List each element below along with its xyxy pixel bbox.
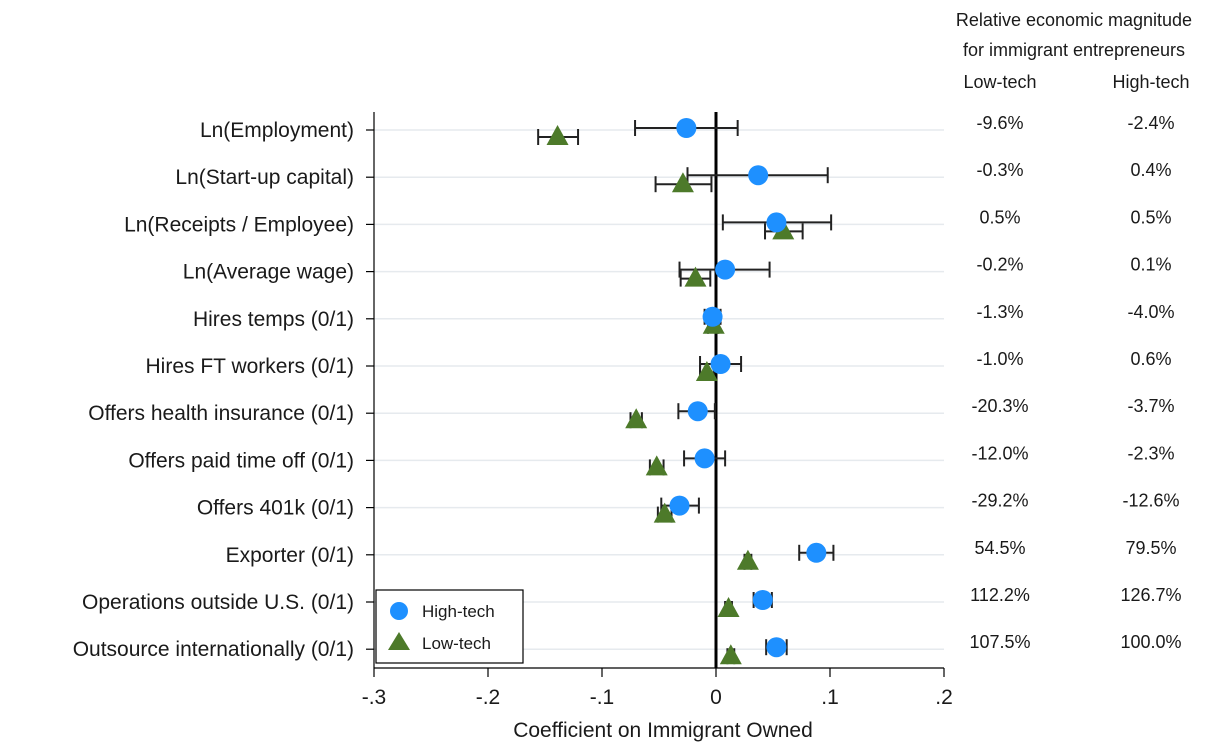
x-axis-title: Coefficient on Immigrant Owned bbox=[513, 719, 813, 742]
category-label: Offers paid time off (0/1) bbox=[128, 449, 354, 472]
low-tech-point bbox=[546, 125, 569, 145]
legend: High-tech Low-tech bbox=[375, 589, 524, 664]
category-label: Operations outside U.S. (0/1) bbox=[82, 591, 354, 614]
high-tech-point bbox=[766, 212, 787, 233]
x-tick-label: 0 bbox=[710, 686, 722, 709]
legend-high-tech-marker bbox=[390, 602, 408, 620]
high-tech-point bbox=[752, 590, 773, 610]
magnitude-low-tech-value: 107.5% bbox=[969, 632, 1030, 652]
low-tech-point bbox=[736, 549, 759, 570]
magnitude-table: Relative economic magnitude for immigran… bbox=[956, 10, 1192, 652]
magnitude-high-tech-value: -3.7% bbox=[1127, 396, 1174, 416]
x-tick-label: -.1 bbox=[590, 686, 615, 709]
category-label: Exporter (0/1) bbox=[226, 544, 354, 567]
low-tech-point bbox=[653, 502, 676, 523]
magnitude-low-tech-value: -0.3% bbox=[976, 160, 1023, 180]
magnitude-low-tech-value: -9.6% bbox=[976, 113, 1023, 133]
category-label: Hires temps (0/1) bbox=[193, 308, 354, 331]
high-tech-point bbox=[694, 448, 715, 469]
magnitude-high-tech-value: 79.5% bbox=[1125, 538, 1176, 558]
x-tick-label: -.2 bbox=[476, 686, 501, 709]
low-tech-point bbox=[717, 597, 740, 617]
magnitude-high-tech-value: 126.7% bbox=[1120, 585, 1181, 605]
magnitude-col-high-tech: High-tech bbox=[1112, 72, 1189, 92]
magnitude-high-tech-value: 100.0% bbox=[1120, 632, 1181, 652]
magnitude-low-tech-value: 54.5% bbox=[974, 538, 1025, 558]
legend-low-tech-label: Low-tech bbox=[422, 634, 491, 653]
category-label: Offers health insurance (0/1) bbox=[88, 402, 354, 425]
x-tick-label: .1 bbox=[821, 686, 839, 709]
x-tick-labels: -.3 -.2 -.1 0 .1 .2 bbox=[362, 686, 953, 709]
low-tech-point bbox=[719, 644, 742, 665]
category-label: Ln(Start-up capital) bbox=[175, 166, 354, 189]
magnitude-high-tech-value: 0.1% bbox=[1130, 255, 1171, 275]
magnitude-high-tech-value: -2.4% bbox=[1127, 113, 1174, 133]
high-tech-point bbox=[669, 495, 690, 516]
high-tech-point bbox=[710, 354, 731, 374]
data-markers bbox=[546, 118, 827, 665]
legend-high-tech-label: High-tech bbox=[422, 602, 495, 621]
high-tech-point bbox=[748, 165, 769, 186]
magnitude-low-tech-value: -12.0% bbox=[971, 443, 1028, 463]
category-labels: Ln(Employment) Ln(Start-up capital) Ln(Rec… bbox=[73, 119, 354, 661]
magnitude-low-tech-value: -1.3% bbox=[976, 302, 1023, 322]
category-label: Offers 401k (0/1) bbox=[197, 497, 354, 520]
low-tech-point bbox=[645, 455, 668, 476]
x-tick-label: -.3 bbox=[362, 686, 387, 709]
low-tech-point bbox=[625, 408, 648, 429]
high-tech-point bbox=[687, 401, 708, 422]
magnitude-col-low-tech: Low-tech bbox=[963, 72, 1036, 92]
magnitude-low-tech-value: -0.2% bbox=[976, 255, 1023, 275]
axes bbox=[366, 112, 945, 677]
legend-low-tech-marker bbox=[388, 632, 410, 650]
category-label: Ln(Employment) bbox=[200, 119, 354, 142]
magnitude-low-tech-value: 0.5% bbox=[979, 207, 1020, 227]
magnitude-title-line2: for immigrant entrepreneurs bbox=[963, 40, 1185, 60]
magnitude-high-tech-value: -12.6% bbox=[1122, 491, 1179, 511]
magnitude-high-tech-value: -4.0% bbox=[1127, 302, 1174, 322]
high-tech-point bbox=[715, 259, 736, 280]
error-bars bbox=[537, 120, 835, 665]
category-label: Ln(Receipts / Employee) bbox=[124, 213, 354, 236]
category-label: Ln(Average wage) bbox=[183, 261, 354, 284]
x-tick-label: .2 bbox=[935, 686, 953, 709]
magnitude-high-tech-value: 0.4% bbox=[1130, 160, 1171, 180]
high-tech-point bbox=[766, 637, 787, 658]
high-tech-point bbox=[806, 542, 827, 563]
magnitude-low-tech-value: 112.2% bbox=[970, 585, 1030, 605]
magnitude-high-tech-value: -2.3% bbox=[1127, 443, 1174, 463]
high-tech-point bbox=[676, 118, 697, 138]
magnitude-high-tech-value: 0.5% bbox=[1130, 207, 1171, 227]
magnitude-low-tech-value: -29.2% bbox=[971, 491, 1028, 511]
magnitude-low-tech-value: -20.3% bbox=[971, 396, 1028, 416]
magnitude-low-tech-value: -1.0% bbox=[976, 349, 1023, 369]
low-tech-point bbox=[671, 172, 694, 193]
low-tech-point bbox=[695, 361, 718, 381]
magnitude-title-line1: Relative economic magnitude bbox=[956, 10, 1192, 30]
high-tech-point bbox=[702, 306, 723, 327]
low-tech-point bbox=[684, 266, 707, 287]
category-label: Hires FT workers (0/1) bbox=[146, 355, 354, 378]
gridlines bbox=[374, 129, 944, 650]
category-label: Outsource internationally (0/1) bbox=[73, 638, 354, 661]
magnitude-high-tech-value: 0.6% bbox=[1130, 349, 1171, 369]
